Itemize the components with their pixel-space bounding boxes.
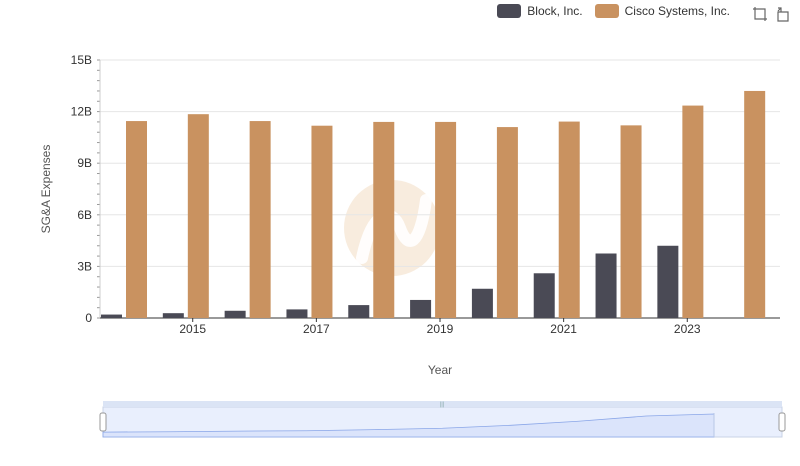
legend-item-block[interactable]: Block, Inc. xyxy=(497,4,583,18)
bar-block-2014 xyxy=(101,314,122,318)
legend-swatch-block xyxy=(497,4,522,18)
bar-cisco-2017 xyxy=(311,125,333,318)
bar-block-2015 xyxy=(162,313,184,318)
x-tick-label: 2021 xyxy=(550,322,577,336)
legend-label-cisco: Cisco Systems, Inc. xyxy=(624,4,730,18)
bar-cisco-2016 xyxy=(249,121,271,318)
legend-label-block: Block, Inc. xyxy=(527,4,583,18)
bar-block-2020 xyxy=(471,288,493,318)
x-tick-label: 2017 xyxy=(303,322,330,336)
x-axis-title: Year xyxy=(428,363,452,377)
y-axis-title: SG&A Expenses xyxy=(39,145,53,234)
datazoom-handle-left[interactable] xyxy=(99,412,107,432)
bar-block-2019 xyxy=(410,299,432,318)
y-tick-label: 6B xyxy=(77,208,92,222)
bar-block-2021 xyxy=(533,273,555,318)
bar-cisco-2014 xyxy=(126,121,147,318)
y-tick-label: 3B xyxy=(77,259,92,273)
watermark-logo-stroke xyxy=(356,194,432,264)
bar-block-2022 xyxy=(595,253,617,318)
toolbox xyxy=(752,6,792,22)
legend-swatch-cisco xyxy=(594,4,619,18)
y-tick-label: 12B xyxy=(71,105,92,119)
bar-cisco-2024 xyxy=(744,90,766,319)
bar-block-2018 xyxy=(348,305,370,318)
y-tick-label: 9B xyxy=(77,156,92,170)
y-tick-label: 0 xyxy=(85,311,92,325)
zoom-icon[interactable] xyxy=(752,6,768,22)
bar-block-2023 xyxy=(657,245,679,318)
datazoom-top-bar xyxy=(103,401,782,407)
bar-cisco-2020 xyxy=(496,127,518,318)
x-tick-label: 2015 xyxy=(179,322,206,336)
y-tick-label: 15B xyxy=(71,53,92,67)
bar-cisco-2015 xyxy=(187,114,209,319)
bar-block-2016 xyxy=(224,310,246,318)
x-tick-label: 2023 xyxy=(674,322,701,336)
bar-block-2017 xyxy=(286,309,308,318)
bar-cisco-2022 xyxy=(620,125,642,318)
datazoom-handle-right[interactable] xyxy=(778,412,786,432)
bar-cisco-2018 xyxy=(373,121,395,318)
datazoom-grip: ||| xyxy=(440,402,445,408)
x-tick-label: 2019 xyxy=(427,322,454,336)
bar-cisco-2023 xyxy=(682,105,704,318)
bar-cisco-2019 xyxy=(435,121,457,318)
legend: Block, Inc. Cisco Systems, Inc. xyxy=(497,4,730,18)
legend-item-cisco[interactable]: Cisco Systems, Inc. xyxy=(594,4,730,18)
bar-cisco-2021 xyxy=(558,121,580,319)
restore-icon[interactable] xyxy=(776,6,792,22)
